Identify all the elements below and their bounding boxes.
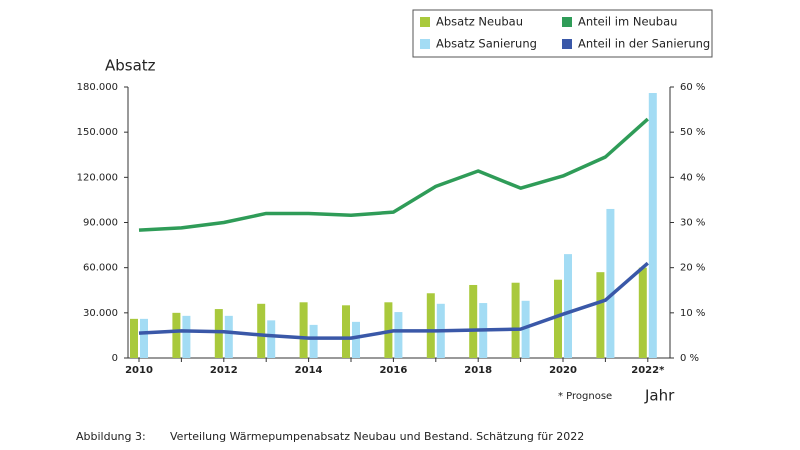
note: * Prognose	[558, 391, 612, 402]
line	[138, 261, 649, 340]
legend-label: Anteil im Neubau	[578, 15, 677, 29]
bar	[638, 267, 647, 358]
x-tick-label: 2014	[295, 365, 323, 376]
x-tick-label: 2018	[464, 365, 492, 376]
bar	[130, 318, 138, 358]
bar	[511, 282, 520, 358]
bar	[214, 309, 223, 358]
y-tick-label: 0	[112, 353, 118, 364]
y-tick-label: 30.000	[83, 308, 118, 319]
bar	[257, 303, 266, 358]
y-tick-label: 150.000	[77, 127, 118, 138]
y2-tick-label: 0 %	[680, 353, 699, 364]
bar	[267, 320, 276, 358]
bar	[554, 279, 562, 358]
y-tick-label: 90.000	[83, 218, 118, 229]
y-tick-label: 120.000	[77, 172, 118, 183]
bar	[564, 254, 572, 358]
legend-swatch	[562, 39, 572, 49]
bar	[596, 272, 605, 358]
caption-label: Abbildung 3:	[76, 430, 146, 443]
y2-tick-label: 20 %	[680, 263, 705, 274]
bar	[299, 302, 308, 358]
bar	[172, 312, 181, 358]
bar	[606, 208, 615, 358]
x-axis-title: Jahr	[644, 387, 675, 405]
bar	[182, 315, 191, 358]
bar	[394, 312, 403, 358]
legend-swatch	[562, 17, 572, 27]
bar	[469, 284, 478, 358]
bar	[521, 300, 530, 358]
y2-tick-label: 50 %	[680, 127, 705, 138]
x-tick-label: 2020	[549, 365, 577, 376]
x-tick-label: 2016	[379, 365, 407, 376]
bar	[352, 321, 360, 358]
y2-tick-label: 30 %	[680, 218, 705, 229]
caption: Verteilung Wärmepumpenabsatz Neubau und …	[170, 430, 584, 443]
legend-label: Absatz Neubau	[436, 15, 523, 29]
x-tick-label: 2010	[125, 365, 153, 376]
y2-tick-label: 60 %	[680, 82, 705, 93]
y-axis-title: Absatz	[105, 57, 156, 75]
y2-tick-label: 40 %	[680, 172, 705, 183]
legend-label: Absatz Sanierung	[436, 37, 537, 51]
bar	[140, 318, 148, 358]
legend-swatch	[420, 17, 430, 27]
bar	[648, 93, 657, 359]
bar	[309, 324, 318, 358]
bar	[342, 305, 350, 358]
x-tick-label: 2022*	[631, 365, 665, 376]
x-tick-label: 2012	[210, 365, 238, 376]
bar	[426, 293, 435, 358]
line	[138, 117, 649, 232]
y-tick-label: 60.000	[83, 263, 118, 274]
legend-label: Anteil in der Sanierung	[578, 37, 710, 51]
legend-swatch	[420, 39, 430, 49]
bar	[224, 315, 233, 358]
y2-tick-label: 10 %	[680, 308, 705, 319]
y-tick-label: 180.000	[77, 82, 118, 93]
